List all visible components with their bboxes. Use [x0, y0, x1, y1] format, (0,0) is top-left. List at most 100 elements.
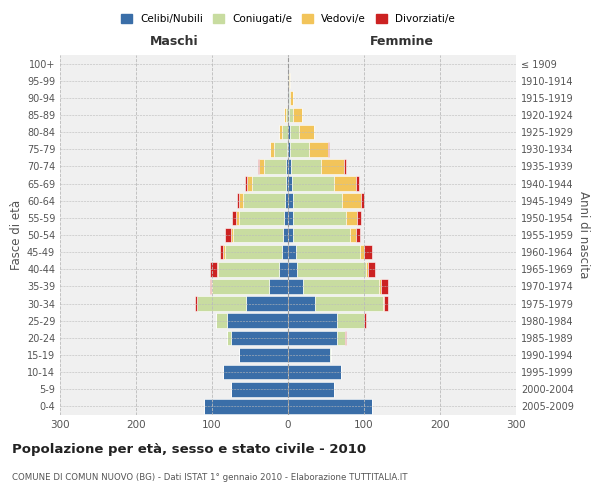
Bar	[314, 296, 383, 311]
Bar	[334, 176, 356, 191]
Bar	[239, 194, 243, 208]
Bar	[279, 125, 282, 140]
Bar	[288, 365, 341, 380]
Bar	[282, 125, 288, 140]
Bar	[231, 382, 288, 396]
Bar	[286, 108, 288, 122]
Bar	[283, 228, 288, 242]
Bar	[344, 159, 346, 174]
Bar	[288, 74, 289, 88]
Bar	[364, 245, 371, 260]
Bar	[345, 330, 346, 345]
Bar	[288, 159, 291, 174]
Text: Femmine: Femmine	[370, 35, 434, 48]
Bar	[270, 142, 274, 156]
Bar	[263, 159, 286, 174]
Bar	[251, 176, 286, 191]
Bar	[364, 314, 365, 328]
Bar	[288, 348, 330, 362]
Y-axis label: Anni di nascita: Anni di nascita	[577, 192, 590, 278]
Bar	[233, 228, 283, 242]
Bar	[293, 210, 346, 225]
Bar	[225, 245, 282, 260]
Bar	[288, 210, 293, 225]
Bar	[225, 228, 231, 242]
Bar	[328, 142, 329, 156]
Bar	[293, 194, 342, 208]
Bar	[284, 210, 288, 225]
Bar	[289, 108, 293, 122]
Bar	[195, 296, 197, 311]
Bar	[286, 176, 288, 191]
Bar	[342, 194, 361, 208]
Bar	[291, 159, 322, 174]
Text: Maschi: Maschi	[149, 35, 199, 48]
Bar	[247, 176, 251, 191]
Bar	[287, 142, 288, 156]
Bar	[356, 228, 360, 242]
Bar	[299, 125, 314, 140]
Bar	[212, 279, 269, 293]
Bar	[210, 262, 217, 276]
Bar	[303, 279, 379, 293]
Bar	[289, 74, 290, 88]
Bar	[231, 330, 288, 345]
Bar	[288, 382, 334, 396]
Bar	[217, 262, 218, 276]
Bar	[211, 279, 212, 293]
Bar	[232, 210, 236, 225]
Bar	[285, 194, 288, 208]
Bar	[288, 176, 292, 191]
Bar	[337, 314, 364, 328]
Bar	[223, 365, 288, 380]
Bar	[288, 142, 290, 156]
Bar	[290, 90, 293, 105]
Bar	[286, 159, 288, 174]
Bar	[220, 245, 223, 260]
Bar	[297, 262, 365, 276]
Bar	[350, 228, 356, 242]
Bar	[384, 296, 388, 311]
Bar	[383, 296, 384, 311]
Bar	[239, 348, 288, 362]
Bar	[284, 108, 286, 122]
Bar	[288, 314, 337, 328]
Bar	[293, 108, 302, 122]
Bar	[337, 330, 345, 345]
Bar	[309, 142, 328, 156]
Bar	[243, 194, 285, 208]
Bar	[360, 245, 364, 260]
Bar	[288, 279, 303, 293]
Bar	[227, 314, 288, 328]
Bar	[288, 125, 290, 140]
Bar	[246, 296, 288, 311]
Bar	[379, 279, 381, 293]
Bar	[227, 330, 231, 345]
Bar	[296, 245, 360, 260]
Bar	[269, 279, 288, 293]
Bar	[365, 262, 368, 276]
Bar	[239, 210, 284, 225]
Y-axis label: Fasce di età: Fasce di età	[10, 200, 23, 270]
Bar	[288, 108, 289, 122]
Bar	[288, 228, 293, 242]
Bar	[292, 176, 334, 191]
Text: COMUNE DI COMUN NUOVO (BG) - Dati ISTAT 1° gennaio 2010 - Elaborazione TUTTITALI: COMUNE DI COMUN NUOVO (BG) - Dati ISTAT …	[12, 472, 407, 482]
Text: Popolazione per età, sesso e stato civile - 2010: Popolazione per età, sesso e stato civil…	[12, 442, 366, 456]
Bar	[290, 142, 309, 156]
Bar	[361, 194, 364, 208]
Bar	[274, 142, 287, 156]
Bar	[237, 194, 239, 208]
Bar	[357, 210, 361, 225]
Bar	[216, 314, 227, 328]
Bar	[205, 399, 288, 413]
Bar	[288, 262, 297, 276]
Bar	[346, 210, 357, 225]
Bar	[245, 176, 247, 191]
Bar	[259, 159, 263, 174]
Bar	[231, 228, 233, 242]
Bar	[210, 279, 211, 293]
Bar	[223, 245, 225, 260]
Bar	[290, 125, 299, 140]
Bar	[288, 90, 289, 105]
